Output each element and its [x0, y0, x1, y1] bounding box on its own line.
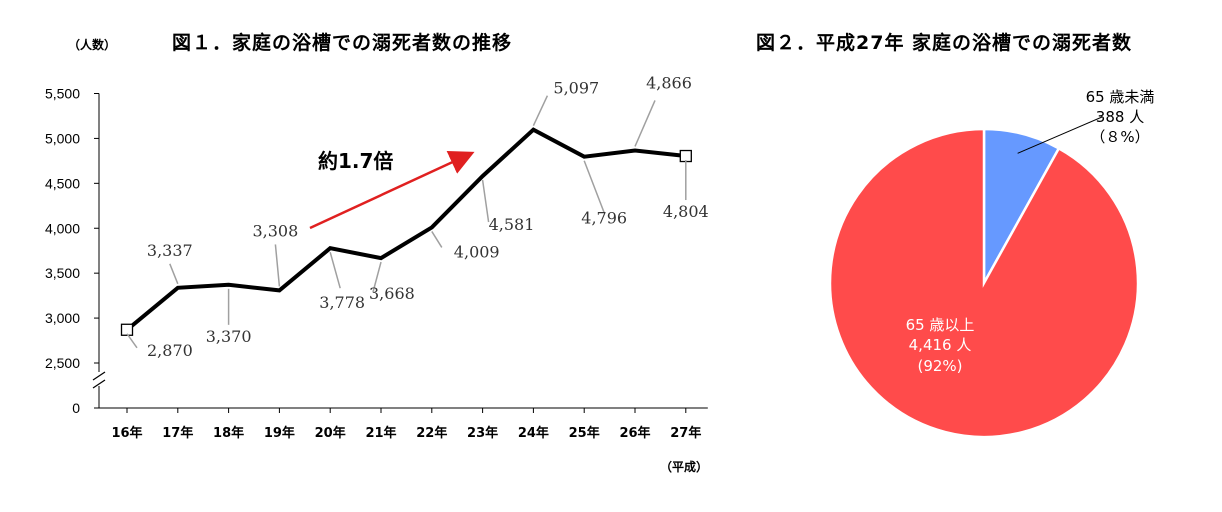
- chart1-title: 図１．家庭の浴槽での溺死者数の推移: [172, 32, 513, 54]
- data-label: 2,870: [147, 341, 193, 360]
- line-chart-svg: 2,500 3,000 3,500 4,000 4,500 5,000 5,500 0 16年 1…: [45, 73, 709, 441]
- data-label: 3,370: [206, 327, 252, 346]
- pie-label-value: 4,416 人: [909, 336, 972, 354]
- data-label: 4,866: [646, 73, 692, 92]
- data-label: 4,796: [581, 209, 627, 228]
- data-label: 5,097: [553, 79, 599, 98]
- data-point-marker: [120, 323, 134, 336]
- pie-label-value: 388 人: [1096, 108, 1144, 126]
- pie-label-percent: （８%）: [1090, 128, 1149, 146]
- axis-break-mark: [92, 371, 106, 381]
- data-label: 3,337: [147, 241, 193, 260]
- pie-label-name: 65 歳以上: [906, 316, 975, 334]
- data-label-leader: [634, 100, 656, 147]
- data-label-leader: [329, 251, 341, 289]
- pie-label-percent: (92%): [917, 357, 962, 375]
- data-point-marker: [679, 149, 692, 163]
- y-tick-label: 3,500: [45, 265, 80, 281]
- x-tick-label: 25年: [569, 425, 600, 441]
- x-tick-label: 21年: [365, 425, 396, 441]
- data-label: 3,668: [369, 284, 415, 303]
- pie-slice: [828, 127, 1140, 439]
- y-tick-label: 4,000: [45, 220, 80, 236]
- x-tick-label: 18年: [213, 425, 244, 441]
- line-chart-panel: 図１．家庭の浴槽での溺死者数の推移 （人数） （平成） 2,500 3,000 3,…: [45, 32, 709, 474]
- data-label-leader: [126, 333, 138, 349]
- x-tick-label: 22年: [416, 425, 447, 441]
- pie-chart-svg: 65 歳未満 388 人 （８%） 65 歳以上 4,416 人 (92%): [828, 88, 1155, 439]
- x-tick-label: 20年: [315, 425, 346, 441]
- axis-break-mark: [92, 379, 106, 389]
- data-label-leader: [532, 95, 549, 127]
- data-label-leader: [169, 263, 179, 285]
- x-tick-label: 16年: [111, 425, 142, 441]
- x-tick-label: 24年: [518, 425, 549, 441]
- data-label-leader: [481, 179, 490, 223]
- x-tick-label: 17年: [162, 425, 193, 441]
- y-tick-label: 3,000: [45, 310, 80, 326]
- data-label-leader: [431, 231, 443, 248]
- y-axis-unit-label: （人数）: [68, 38, 117, 52]
- x-tick-label: 19年: [264, 425, 295, 441]
- y-tick-label: 2,500: [45, 355, 80, 371]
- y-tick-label-zero: 0: [72, 400, 80, 416]
- data-label: 4,804: [663, 202, 709, 221]
- data-label-leader: [372, 261, 382, 293]
- data-label: 3,778: [319, 293, 365, 312]
- series-line: [125, 127, 687, 332]
- pie-label-name: 65 歳未満: [1086, 88, 1155, 106]
- x-axis-era-label: （平成）: [660, 460, 709, 474]
- y-tick-label: 4,500: [45, 175, 80, 191]
- chart2-title: 図２．平成27年 家庭の浴槽での溺死者数: [756, 32, 1133, 54]
- x-tick-label: 26年: [619, 425, 650, 441]
- y-tick-label: 5,000: [45, 130, 80, 146]
- pie-label-leader: [1017, 116, 1103, 154]
- growth-annotation: 約1.7倍: [318, 149, 393, 173]
- data-label-leader: [583, 160, 605, 214]
- data-label: 4,009: [454, 242, 500, 261]
- trend-arrow: [309, 151, 475, 230]
- data-label: 3,308: [252, 221, 298, 240]
- x-tick-label: 27年: [670, 425, 701, 441]
- data-label: 4,581: [489, 215, 535, 234]
- pie-chart-panel: 図２．平成27年 家庭の浴槽での溺死者数 65 歳未満 388 人（８%） 65 歳…: [740, 0, 1222, 512]
- x-tick-label: 23年: [467, 425, 498, 441]
- data-label-leader: [274, 244, 281, 287]
- y-tick-label: 5,500: [45, 86, 80, 102]
